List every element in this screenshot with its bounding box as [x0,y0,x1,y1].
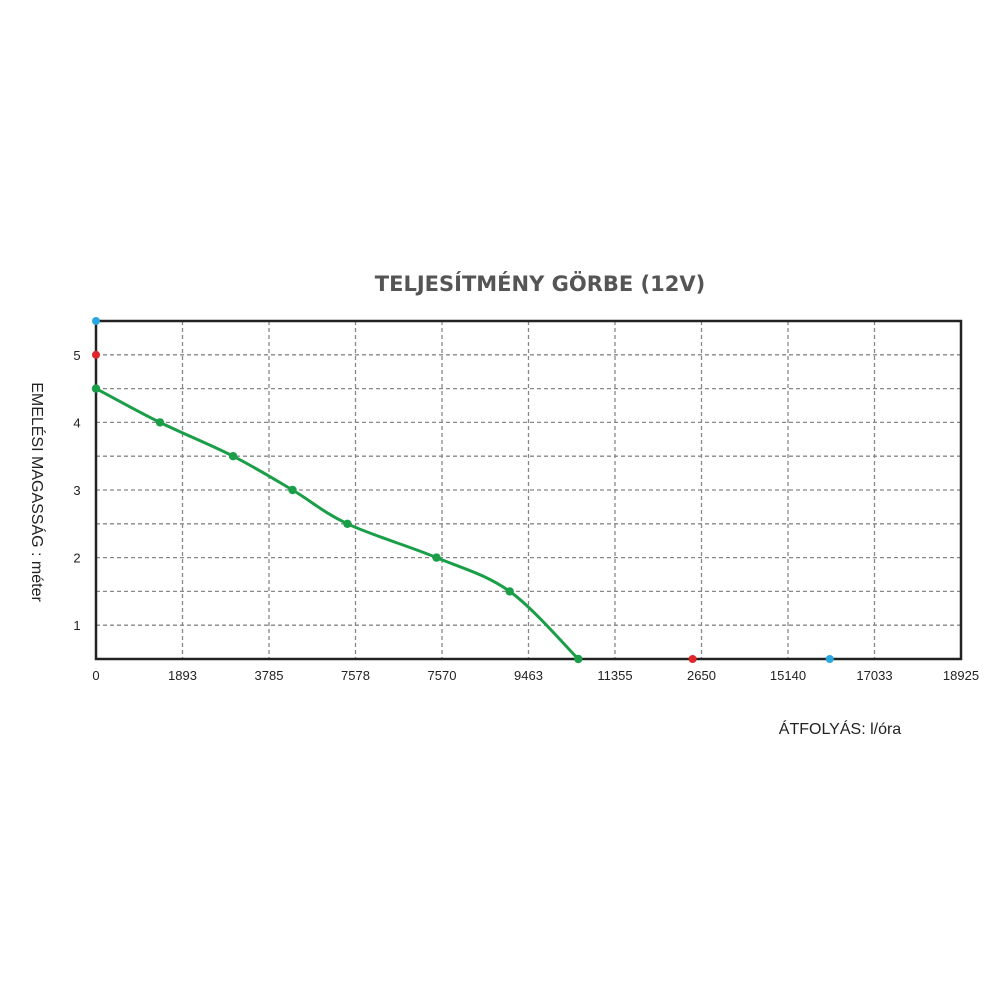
x-tick-label: 15140 [770,668,806,683]
y-axis-label: EMELÉSI MAGASSÁG : méter [28,382,47,602]
marker-layer [92,317,834,663]
x-axis-label: ÁTFOLYÁS: l/óra [779,719,902,738]
y-tick-label: 2 [73,551,80,566]
data-point [343,519,352,528]
data-point [574,654,583,664]
x-tick-label: 17033 [856,668,892,683]
data-point [505,587,514,596]
data-point [432,553,441,562]
axis-marker-dot [92,350,100,359]
x-tick-labels: 0 1893 3785 7578 7570 9463 11355 2650 15140 17033… [92,668,979,683]
data-point [288,485,297,495]
y-tick-label: 4 [73,415,80,430]
plot-frame [94,319,963,661]
x-tick-label: 9463 [514,668,543,683]
chart-title: TELJESÍTMÉNY GÖRBE (12V) [375,271,705,296]
x-tick-label: 0 [92,668,99,683]
x-tick-label: 3785 [255,668,284,683]
x-tick-label: 7570 [428,668,457,683]
y-tick-label: 1 [73,618,80,633]
data-point [91,384,101,393]
series-layer [91,384,583,664]
axis-marker-dot [92,317,100,325]
x-tick-label: 18925 [943,668,979,683]
axis-marker-dot [825,655,834,663]
x-tick-label: 1893 [168,668,197,683]
data-point [155,418,165,427]
axis-marker-dot [688,655,697,663]
grid-lines [96,321,961,659]
x-tick-label: 2650 [687,668,716,683]
x-tick-label: 11355 [597,668,632,683]
y-tick-label: 5 [73,348,80,363]
y-tick-labels: 1 2 3 4 5 [73,348,80,633]
x-tick-label: 7578 [341,668,370,683]
y-tick-label: 3 [73,483,80,498]
data-point [228,452,238,461]
